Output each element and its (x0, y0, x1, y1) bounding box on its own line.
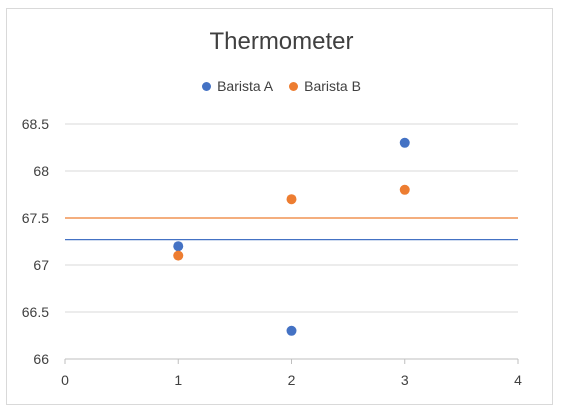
data-point-series-b (286, 194, 297, 205)
data-point-series-a (173, 241, 184, 252)
legend-item-series-b: Barista B (289, 78, 361, 94)
y-tick-label: 68.5 (22, 116, 49, 132)
data-point-series-b (173, 250, 184, 261)
legend-label-series-b: Barista B (304, 78, 361, 94)
chart-title: Thermometer (209, 28, 354, 55)
y-tick-label: 67.5 (22, 210, 49, 226)
y-tick-label: 67 (33, 257, 49, 273)
legend-label-series-a: Barista A (217, 78, 274, 94)
legend: Barista A Barista B (0, 78, 563, 94)
y-tick-label: 66 (33, 351, 49, 367)
x-tick-label: 4 (514, 372, 522, 388)
x-tick-label: 1 (174, 372, 182, 388)
data-point-series-a (286, 325, 297, 336)
x-tick-label: 3 (401, 372, 409, 388)
y-tick-label: 68 (33, 163, 49, 179)
x-tick-label: 0 (61, 372, 69, 388)
chart-frame (6, 8, 553, 405)
legend-marker-series-b (289, 81, 299, 91)
x-tick-label: 2 (288, 372, 296, 388)
data-point-series-a (399, 137, 410, 148)
legend-marker-series-a (202, 81, 212, 91)
data-point-series-b (399, 184, 410, 195)
y-tick-label: 66.5 (22, 304, 49, 320)
legend-item-series-a: Barista A (202, 78, 273, 94)
